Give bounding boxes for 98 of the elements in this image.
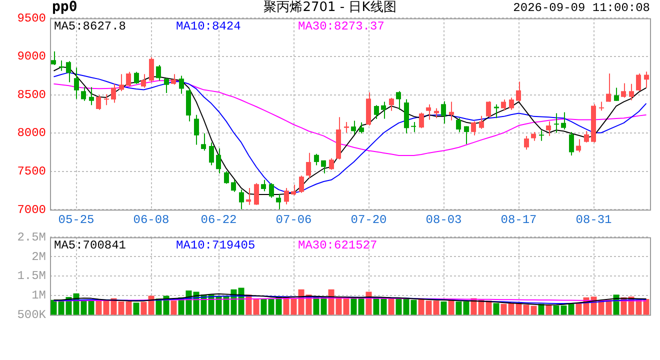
candlestick [621, 82, 626, 98]
candlestick [584, 130, 589, 143]
candlestick [546, 120, 551, 136]
y-tick-label: 7500 [17, 164, 46, 178]
candlestick [126, 71, 131, 87]
candlestick [569, 132, 574, 156]
candlestick [141, 74, 146, 88]
x-tick-label: 08-31 [576, 212, 612, 227]
y-tick-label: 1.5M [17, 269, 46, 284]
y-tick-label: 1M [32, 288, 46, 303]
candlestick [194, 114, 199, 146]
y-tick-label: 9500 [17, 11, 46, 26]
candlestick [164, 78, 169, 94]
candlestick [179, 75, 184, 94]
candlestick [276, 193, 281, 210]
candlestick [344, 122, 349, 134]
x-tick-label: 06-08 [133, 212, 170, 227]
candlestick [516, 81, 521, 102]
x-tick-label: 07-06 [276, 212, 312, 227]
text: MA10:719405 [176, 238, 256, 252]
candlestick [209, 142, 214, 166]
candlestick [456, 118, 461, 133]
candlestick [261, 179, 266, 192]
candlestick [89, 86, 94, 106]
x-tick-label: 08-17 [500, 212, 537, 227]
candlestick [239, 189, 244, 210]
candlestick [51, 50, 56, 66]
candlestick [111, 83, 116, 104]
chart-subtitle: pp0 [52, 0, 78, 15]
candlestick [396, 90, 401, 110]
candlestick [231, 179, 236, 192]
candlestick [441, 100, 446, 124]
y-tick-label: 8500 [17, 88, 46, 102]
candlestick [471, 120, 476, 136]
y-tick-label: 2M [32, 250, 46, 264]
candlestick [464, 126, 469, 145]
candlestick [134, 71, 139, 84]
candlestick [149, 56, 154, 83]
text: MA10:8424 [176, 19, 241, 34]
y-tick-label: 8000 [17, 126, 46, 140]
x-tick-label: 07-20 [350, 212, 387, 227]
y-tick-label: 9000 [17, 50, 46, 64]
x-tick-label: 08-03 [426, 212, 462, 227]
candlestick [561, 112, 566, 130]
candlestick [254, 182, 259, 206]
candlestick [381, 101, 386, 120]
text: MA30:8273.37 [298, 19, 384, 34]
candlestick [411, 122, 416, 133]
x-tick-label: 05-25 [58, 212, 94, 227]
y-tick-label: 2.5M [17, 230, 46, 244]
candlestick [201, 132, 206, 152]
candlestick [614, 87, 619, 102]
x-tick-label: 06-22 [200, 212, 237, 227]
candlestick [389, 97, 394, 112]
candlestick [314, 153, 319, 166]
text: 2026-09-09 11:00:08 [513, 1, 650, 15]
candlestick [216, 148, 221, 174]
candlestick [81, 86, 86, 102]
candlestick [306, 152, 311, 179]
candlestick [171, 74, 176, 86]
candlestick [359, 122, 364, 134]
candlestick [119, 74, 124, 92]
candlestick [66, 60, 71, 83]
candlestick [636, 72, 641, 92]
candlestick [291, 184, 296, 196]
chart-title: 聚丙烯2701 - 日K线图 [264, 0, 396, 15]
candlestick [576, 138, 581, 153]
candlestick [104, 94, 109, 106]
y-tick-label: 500K [17, 308, 47, 322]
candlestick [539, 130, 544, 142]
candlestick [486, 100, 491, 118]
text: MA30:621527 [298, 238, 378, 252]
candlestick [74, 67, 79, 100]
candlestick [449, 101, 454, 121]
y-tick-label: 7000 [17, 202, 46, 217]
candlestick [284, 188, 289, 205]
candlestick [269, 182, 274, 198]
candlestick [644, 71, 649, 88]
candlestick [329, 158, 334, 170]
candlestick [96, 94, 101, 110]
candlestick [224, 170, 229, 184]
text: MA5:700841 [54, 238, 126, 252]
candlestick [351, 120, 356, 135]
candlestick [374, 104, 379, 120]
candlestick [509, 97, 514, 110]
candlestick [524, 135, 529, 150]
candlestick [494, 104, 499, 119]
candlestick [501, 99, 506, 112]
candlestick [606, 72, 611, 102]
candlestick [479, 115, 484, 130]
candlestick [629, 83, 634, 101]
candlestick [156, 64, 161, 82]
candlestick [419, 112, 424, 129]
candlestick [299, 175, 304, 194]
candlestick [426, 104, 431, 120]
candlestick [554, 112, 559, 134]
candlestick [321, 160, 326, 174]
text: MA5:8627.8 [54, 19, 126, 34]
